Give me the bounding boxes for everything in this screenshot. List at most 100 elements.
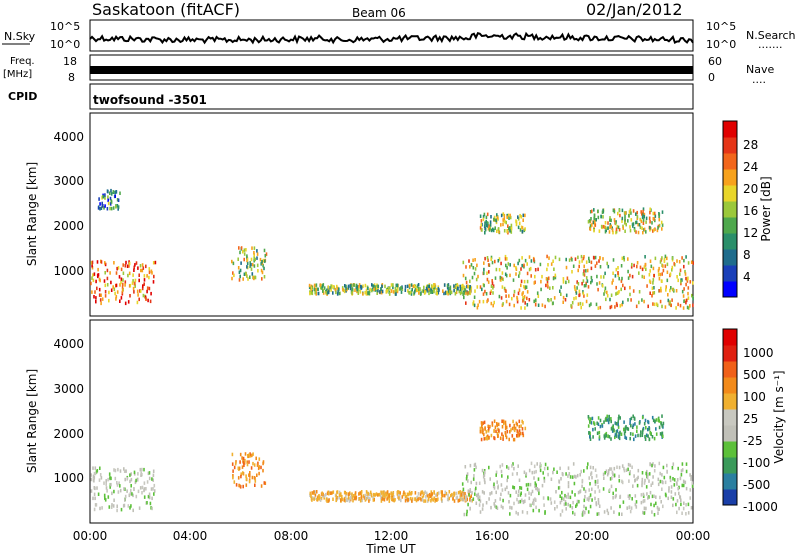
velocity-mark	[676, 478, 679, 482]
velocity-mark	[572, 500, 574, 505]
power-mark	[421, 289, 424, 293]
velocity-mark	[661, 414, 663, 418]
power-mark	[362, 284, 364, 288]
velocity-mark	[130, 472, 132, 476]
power-mark	[415, 286, 417, 290]
velocity-mark	[673, 478, 676, 482]
power-mark	[615, 292, 617, 296]
power-mark	[617, 291, 619, 295]
velocity-mark	[150, 487, 153, 491]
power-mark	[133, 265, 135, 270]
power-mark	[122, 282, 124, 287]
power-mark	[651, 294, 653, 298]
velocity-mark	[341, 497, 344, 502]
power-mark	[615, 227, 618, 232]
velocity-mark	[553, 467, 555, 471]
velocity-mark	[152, 487, 154, 491]
velocity-mark	[519, 499, 522, 504]
power-mark	[618, 228, 621, 232]
velocity-mark	[433, 496, 435, 500]
velocity-mark	[317, 496, 320, 501]
velocity-mark	[346, 498, 349, 502]
power-mark	[673, 262, 675, 266]
velocity-mark	[672, 477, 674, 481]
power-mark	[364, 283, 367, 288]
power-mark	[455, 288, 458, 292]
velocity-mark	[464, 465, 467, 469]
power-colorbar-swatch-5	[723, 201, 737, 218]
power-mark	[433, 283, 435, 287]
power-mark	[137, 266, 139, 270]
power-mark	[109, 196, 112, 201]
power-mark	[351, 287, 354, 291]
power-mark	[486, 256, 489, 260]
power-mark	[611, 226, 613, 230]
nsky-label: N.Sky	[4, 30, 36, 43]
power-mark	[660, 289, 662, 293]
velocity-mark	[534, 481, 537, 485]
velocity-mark	[526, 511, 529, 515]
power-mark	[612, 208, 615, 212]
velocity-mark	[374, 493, 376, 497]
velocity-mark	[483, 437, 486, 441]
velocity-mark	[511, 506, 513, 510]
power-mark	[392, 283, 394, 287]
power-mark	[610, 218, 612, 223]
velocity-mark	[483, 471, 485, 476]
velocity-mark	[254, 483, 256, 487]
power-mark	[615, 285, 617, 290]
power-mark	[505, 273, 508, 278]
power-mark	[632, 209, 635, 213]
power-mark	[243, 248, 246, 252]
velocity-mark	[595, 474, 598, 478]
velocity-mark	[571, 490, 573, 494]
velocity-mark	[675, 502, 677, 507]
power-mark	[146, 274, 148, 278]
velocity-mark	[380, 499, 383, 503]
power-mark	[609, 218, 611, 222]
velocity-mark	[510, 428, 512, 432]
velocity-mark	[667, 496, 669, 501]
velocity-cbar-tick-500: 500	[743, 368, 766, 382]
velocity-mark	[462, 498, 464, 502]
velocity-mark	[348, 499, 351, 503]
velocity-mark	[479, 426, 482, 431]
power-mark	[115, 294, 118, 299]
power-mark	[656, 303, 659, 308]
velocity-mark	[616, 465, 618, 469]
power-mark	[635, 304, 638, 309]
velocity-mark	[582, 509, 585, 514]
power-mark	[121, 290, 124, 295]
power-mark	[692, 261, 694, 265]
velocity-mark	[338, 493, 341, 497]
velocity-mark	[578, 499, 580, 504]
velocity-mark	[94, 471, 97, 476]
velocity-mark	[607, 469, 610, 473]
velocity-mark	[498, 428, 500, 433]
power-mark	[687, 291, 689, 296]
power-mark	[578, 260, 581, 264]
power-mark	[462, 273, 465, 278]
velocity-mark	[517, 500, 520, 504]
velocity-mark	[603, 510, 606, 514]
velocity-mark	[634, 494, 637, 498]
power-mark	[521, 256, 523, 260]
power-mark	[100, 260, 103, 264]
velocity-mark	[685, 486, 688, 491]
velocity-mark	[335, 494, 338, 498]
power-mark	[636, 261, 639, 265]
power-mark	[649, 228, 651, 232]
power-mark	[655, 302, 658, 306]
power-mark	[232, 271, 234, 275]
velocity-mark	[249, 452, 251, 456]
power-mark	[139, 264, 142, 268]
power-mark	[495, 220, 498, 225]
velocity-mark	[687, 511, 690, 515]
velocity-mark	[495, 473, 497, 477]
velocity-mark	[255, 456, 257, 461]
velocity-mark	[624, 435, 626, 439]
power-mark	[675, 289, 678, 293]
power-mark	[498, 294, 501, 299]
power-mark	[533, 281, 536, 285]
nsky-tick-top: 10^5	[50, 20, 80, 33]
